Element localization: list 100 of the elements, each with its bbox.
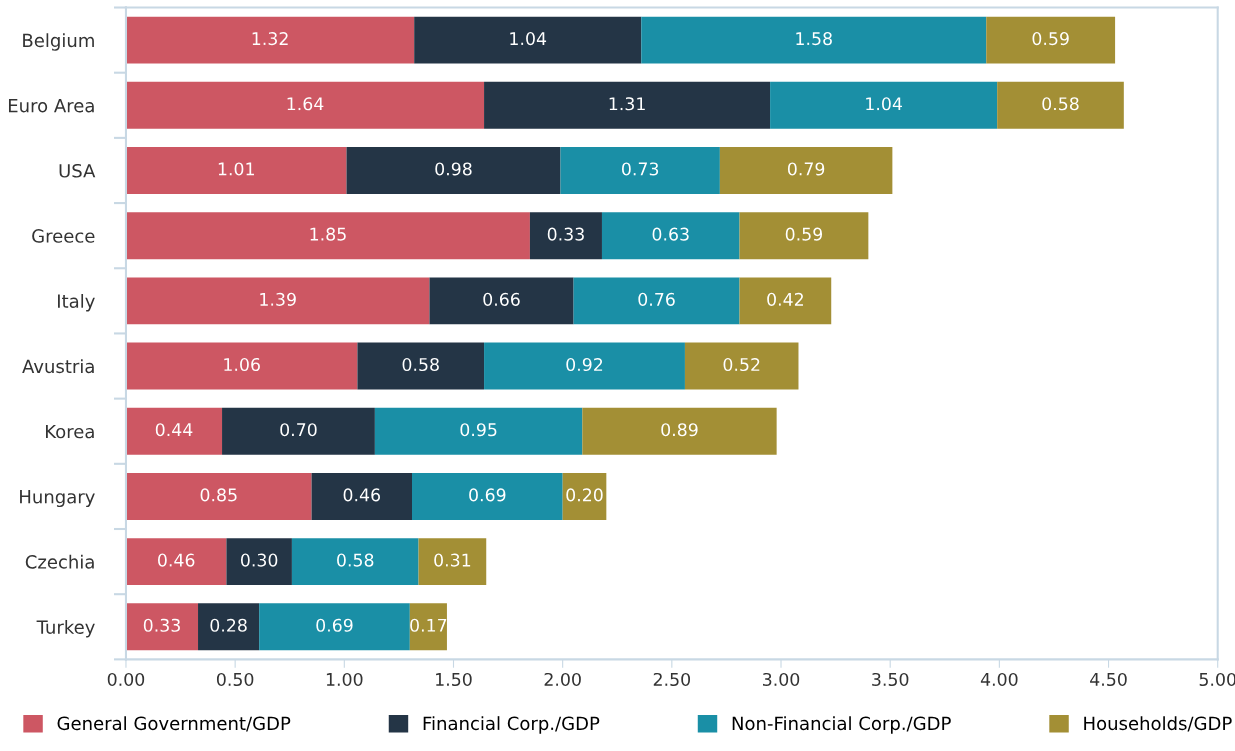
bar: [484, 342, 685, 390]
bar: [484, 81, 771, 129]
data-label: 1.58: [796, 32, 832, 46]
data-label: 0.70: [280, 423, 317, 437]
data-label: 1.06: [224, 357, 260, 372]
bar: [291, 538, 419, 586]
data-label: 1.01: [218, 162, 254, 176]
bar: [125, 538, 227, 586]
data-label: 0.59: [785, 227, 823, 241]
y-tick-label: USA: [59, 163, 96, 178]
data-label: 0.63: [652, 227, 689, 241]
data-label: 0.42: [767, 292, 803, 306]
data-label: 1.04: [866, 97, 902, 111]
data-label: 0.89: [661, 423, 698, 437]
bar: [560, 147, 720, 194]
data-label: 0.33: [547, 227, 584, 241]
data-label: 0.17: [410, 618, 447, 632]
data-label: 0.69: [469, 488, 506, 502]
bar: [997, 81, 1124, 129]
data-label: 1.31: [609, 97, 645, 111]
bar: [739, 212, 869, 260]
data-label: 0.20: [566, 488, 603, 502]
bar: [739, 277, 832, 325]
bar: [125, 472, 312, 520]
data-label: 0.76: [638, 292, 675, 306]
y-tick-label: Avustria: [22, 359, 94, 374]
legend-label: General Government/GDP: [57, 716, 291, 732]
bar: [125, 212, 530, 260]
bar: [641, 16, 987, 64]
bar: [125, 277, 430, 325]
bar: [125, 147, 347, 194]
x-tick-label: 0.00: [107, 672, 145, 687]
bar: [562, 472, 607, 520]
bar: [357, 342, 485, 390]
bar: [414, 16, 642, 64]
legend-label: Households/GDP: [1084, 716, 1232, 732]
bar: [125, 81, 485, 129]
bar: [346, 147, 561, 194]
data-label: 0.79: [787, 162, 825, 176]
data-label: 0.52: [723, 357, 760, 372]
bar: [770, 81, 998, 129]
bar: [684, 342, 799, 390]
bar: [125, 16, 415, 64]
y-tick-label: Korea: [46, 424, 94, 439]
bar: [418, 538, 487, 586]
data-label: 0.30: [240, 553, 278, 567]
bar: [582, 407, 777, 455]
y-tick-label: Euro Area: [8, 98, 94, 113]
y-tick-label: Greece: [32, 229, 95, 243]
x-tick-label: 3.00: [763, 672, 800, 687]
data-label: 0.44: [155, 423, 193, 437]
bar: [222, 407, 375, 455]
bar: [226, 538, 292, 586]
data-label: 0.69: [316, 618, 353, 632]
data-label: 0.66: [483, 292, 520, 306]
bar: [573, 277, 740, 325]
x-tick-label: 0.50: [216, 672, 254, 687]
data-label: 0.58: [337, 553, 374, 567]
data-label: 0.33: [143, 618, 180, 632]
bar: [719, 147, 893, 194]
data-label: 0.73: [622, 162, 659, 176]
data-label: 0.85: [200, 488, 237, 502]
bar: [125, 342, 358, 390]
x-tick-label: 2.50: [653, 672, 691, 687]
bar: [125, 603, 199, 651]
x-tick-label: 2.00: [544, 672, 581, 687]
data-label: 0.28: [210, 618, 247, 632]
x-tick-label: 1.00: [326, 672, 363, 687]
bar: [125, 407, 223, 455]
y-tick-label: Italy: [58, 293, 95, 312]
data-label: 1.64: [287, 97, 324, 111]
data-label: 0.58: [1042, 97, 1079, 111]
bar: [374, 407, 583, 455]
data-label: 1.39: [260, 292, 296, 306]
data-label: 0.58: [402, 357, 439, 372]
data-label: 0.46: [158, 553, 195, 567]
data-label: 1.04: [510, 32, 547, 46]
bar: [311, 472, 413, 520]
bar: [412, 472, 563, 520]
data-label: 0.46: [343, 488, 381, 502]
y-tick-label: Turkey: [36, 619, 95, 638]
y-tick-label: Hungary: [20, 490, 95, 508]
bar: [259, 603, 410, 651]
data-label: 0.59: [1032, 32, 1069, 46]
bar: [409, 603, 447, 651]
x-tick-label: 5.00: [1199, 672, 1235, 687]
legend-label: Financial Corp./GDP: [423, 716, 600, 734]
x-tick-label: 3.50: [872, 672, 909, 687]
data-label: 0.98: [435, 162, 472, 176]
data-label: 1.32: [252, 32, 288, 46]
bar: [601, 212, 740, 260]
x-tick-label: 1.50: [436, 672, 472, 687]
bar: [429, 277, 574, 325]
y-tick-label: Czechia: [25, 554, 94, 569]
bar: [198, 603, 260, 651]
bar: [986, 16, 1116, 64]
legend-label: Non-Financial Corp./GDP: [732, 716, 951, 734]
data-label: 0.95: [460, 423, 497, 437]
x-tick-label: 4.00: [980, 672, 1018, 687]
data-label: 1.85: [310, 227, 346, 241]
